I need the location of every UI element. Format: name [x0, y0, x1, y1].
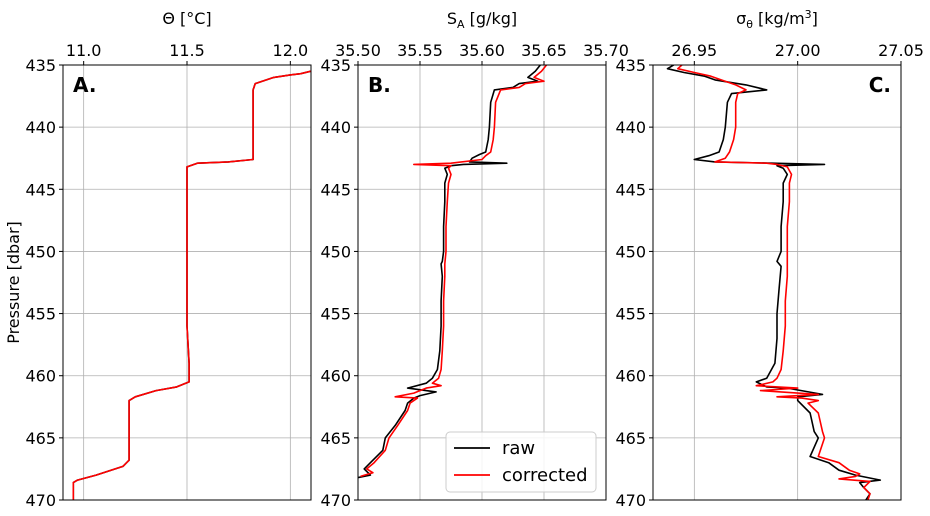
series-line-corrected	[360, 65, 548, 478]
legend: raw corrected	[445, 431, 597, 493]
x-tick-label: 27.00	[775, 41, 821, 60]
legend-label-corrected: corrected	[502, 465, 588, 486]
y-tick-label: 440	[25, 118, 56, 137]
panel-label: B.	[368, 73, 391, 97]
legend-label-raw: raw	[502, 438, 535, 459]
y-tick-label: 465	[25, 429, 56, 448]
panel-c: 26.95 27.00 27.05 435 440 445 450 455 460 465 470 σ…	[615, 8, 923, 510]
y-tick-label: 465	[320, 429, 351, 448]
y-tick-label: 435	[320, 56, 351, 75]
x-tick-label: 26.95	[671, 41, 717, 60]
y-tick-label: 470	[25, 491, 56, 510]
y-tick-label: 445	[320, 180, 351, 199]
panel-label: A.	[73, 73, 96, 97]
series-line-corrected	[676, 65, 871, 500]
axes-frame	[652, 64, 902, 501]
legend-box	[445, 431, 597, 493]
series-line-raw	[72, 70, 311, 500]
y-tick-label: 460	[320, 367, 351, 386]
x-tick-label: 35.50	[335, 41, 381, 60]
x-axis-title: σθ [kg/m3]	[736, 8, 818, 31]
x-tick-label: 35.70	[583, 41, 629, 60]
y-tick-label: 435	[615, 56, 646, 75]
y-tick-label: 440	[320, 118, 351, 137]
y-tick-label: 455	[615, 305, 646, 324]
x-tick-label: 11.5	[169, 41, 205, 60]
panel-label: C.	[869, 73, 891, 97]
y-tick-label: 445	[25, 180, 56, 199]
y-tick-label: 435	[25, 56, 56, 75]
y-tick-label: 440	[615, 118, 646, 137]
y-axis-title: Pressure [dbar]	[4, 221, 23, 344]
y-tick-label: 470	[320, 491, 351, 510]
y-tick-label: 450	[615, 242, 646, 261]
x-tick-label: 35.65	[521, 41, 567, 60]
x-tick-label: 11.0	[66, 41, 102, 60]
y-tick-label: 455	[25, 305, 56, 324]
x-axis-title: Θ [°C]	[162, 9, 211, 28]
x-tick-label: 12.0	[273, 41, 309, 60]
panel-a: 11.0 11.5 12.0 435 440 445 450 455 460 465 470 Θ [°…	[25, 9, 312, 510]
series-line-raw	[358, 65, 541, 479]
series-line-raw	[666, 65, 882, 500]
x-tick-label: 27.05	[878, 41, 924, 60]
y-tick-label: 455	[320, 305, 351, 324]
series-line-corrected	[72, 70, 311, 500]
y-tick-label: 465	[615, 429, 646, 448]
panel-b: 35.50 35.55 35.60 35.65 35.70 435 440 445 450 455…	[320, 9, 628, 510]
x-tick-label: 35.60	[459, 41, 505, 60]
x-axis-title: SA [g/kg]	[447, 9, 517, 31]
y-tick-label: 450	[25, 242, 56, 261]
y-tick-label: 445	[615, 180, 646, 199]
y-tick-label: 460	[615, 367, 646, 386]
y-tick-label: 450	[320, 242, 351, 261]
y-tick-label: 460	[25, 367, 56, 386]
x-tick-label: 35.55	[397, 41, 443, 60]
y-tick-label: 470	[615, 491, 646, 510]
